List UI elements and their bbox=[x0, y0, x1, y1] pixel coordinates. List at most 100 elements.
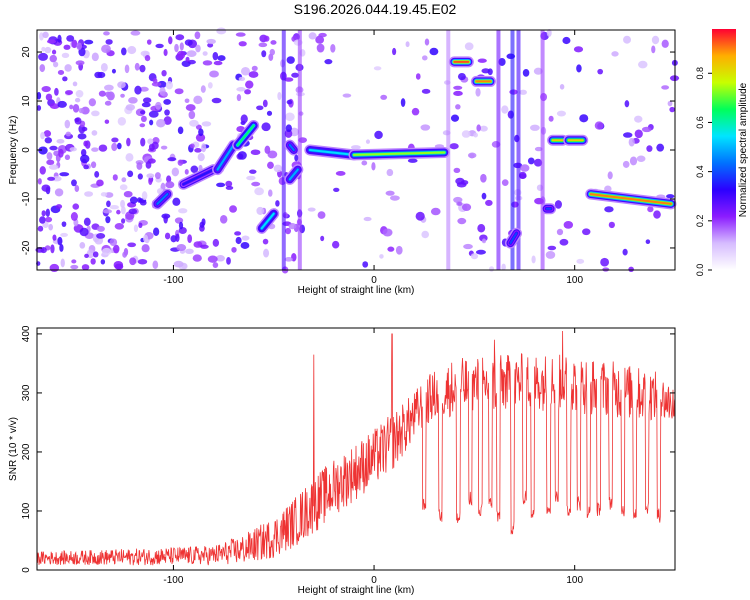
noise-blob bbox=[661, 85, 670, 90]
noise-blob bbox=[213, 60, 223, 66]
noise-blob bbox=[562, 36, 571, 45]
noise-blob bbox=[65, 90, 73, 95]
noise-blob bbox=[164, 232, 171, 240]
noise-blob bbox=[37, 178, 42, 185]
noise-blob bbox=[405, 41, 410, 48]
noise-blob bbox=[72, 104, 80, 113]
noise-blob bbox=[193, 95, 203, 105]
noise-blob bbox=[202, 60, 213, 66]
noise-blob bbox=[415, 73, 421, 80]
x-tick-label: 100 bbox=[566, 275, 583, 286]
noise-blob bbox=[456, 181, 467, 188]
noise-blob bbox=[121, 177, 127, 183]
noise-blob bbox=[624, 100, 630, 108]
noise-blob bbox=[207, 82, 213, 89]
noise-blob bbox=[120, 93, 125, 98]
colorbar-tick-label: 0.4 bbox=[695, 165, 705, 178]
noise-blob bbox=[140, 110, 146, 115]
noise-blob bbox=[141, 102, 151, 108]
noise-blob bbox=[44, 46, 52, 54]
noise-blob bbox=[209, 70, 219, 78]
noise-blob bbox=[186, 50, 197, 58]
noise-blob bbox=[54, 188, 64, 197]
noise-blob bbox=[284, 257, 293, 262]
noise-blob bbox=[170, 235, 177, 243]
noise-streak bbox=[510, 30, 515, 270]
noise-blob bbox=[199, 221, 205, 228]
noise-blob bbox=[194, 148, 202, 153]
noise-blob bbox=[365, 139, 371, 144]
noise-blob bbox=[288, 223, 297, 230]
noise-blob bbox=[178, 208, 188, 214]
noise-blob bbox=[57, 70, 65, 75]
noise-blob bbox=[74, 117, 82, 125]
noise-blob bbox=[126, 137, 131, 147]
x-tick-label: 0 bbox=[371, 275, 377, 286]
noise-blob bbox=[41, 46, 46, 52]
noise-blob bbox=[611, 51, 619, 57]
noise-blob bbox=[545, 250, 556, 259]
noise-blob bbox=[238, 76, 246, 82]
noise-blob bbox=[646, 145, 653, 152]
noise-blob bbox=[79, 241, 86, 249]
noise-blob bbox=[75, 90, 84, 98]
spectral-track bbox=[284, 164, 304, 185]
spectral-track bbox=[304, 144, 360, 161]
noise-blob bbox=[144, 54, 151, 62]
noise-blob bbox=[52, 61, 59, 68]
noise-blob bbox=[57, 236, 63, 246]
noise-blob bbox=[187, 59, 196, 65]
noise-blob bbox=[604, 206, 614, 213]
noise-blob bbox=[176, 50, 186, 60]
noise-blob bbox=[628, 266, 634, 272]
noise-blob bbox=[237, 151, 247, 160]
noise-blob bbox=[70, 212, 78, 221]
noise-blob bbox=[111, 68, 116, 74]
noise-blob bbox=[174, 43, 179, 53]
noise-blob bbox=[91, 52, 99, 62]
noise-blob bbox=[46, 159, 55, 166]
noise-blob bbox=[235, 236, 242, 245]
spectrogram-tracks bbox=[151, 56, 677, 249]
noise-streak bbox=[281, 30, 286, 270]
noise-blob bbox=[148, 176, 153, 186]
colorbar-gradient bbox=[712, 29, 736, 270]
noise-blob bbox=[125, 153, 134, 162]
noise-blob bbox=[147, 138, 154, 145]
noise-blob bbox=[407, 158, 418, 163]
noise-blob bbox=[59, 244, 64, 252]
noise-blob bbox=[453, 167, 461, 173]
noise-blob bbox=[56, 138, 65, 144]
noise-blob bbox=[518, 171, 527, 180]
noise-blob bbox=[83, 140, 88, 147]
noise-blob bbox=[594, 121, 604, 130]
noise-blob bbox=[175, 233, 180, 242]
noise-blob bbox=[137, 258, 148, 265]
noise-blob bbox=[178, 221, 184, 230]
noise-blob bbox=[49, 54, 58, 63]
noise-blob bbox=[361, 160, 368, 166]
noise-blob bbox=[656, 143, 665, 152]
noise-blob bbox=[286, 99, 293, 105]
noise-blob bbox=[143, 234, 149, 243]
noise-blob bbox=[79, 227, 89, 237]
colorbar-tick-label: 0.0 bbox=[695, 264, 705, 277]
noise-blob bbox=[136, 162, 143, 170]
y-tick-label: 200 bbox=[21, 443, 32, 460]
noise-blob bbox=[185, 248, 194, 255]
noise-blob bbox=[45, 93, 53, 101]
snr-y-axis-label: SNR (10 * v/v) bbox=[8, 417, 19, 481]
noise-blob bbox=[470, 253, 479, 260]
noise-blob bbox=[39, 216, 46, 224]
noise-blob bbox=[188, 110, 196, 120]
noise-blob bbox=[529, 124, 540, 131]
noise-streak bbox=[496, 30, 501, 270]
noise-blob bbox=[453, 196, 463, 204]
noise-blob bbox=[38, 52, 48, 61]
noise-blob bbox=[114, 222, 124, 230]
noise-blob bbox=[286, 56, 295, 64]
noise-blob bbox=[128, 208, 138, 215]
colorbar-tick-label: 0.8 bbox=[695, 67, 705, 80]
noise-blob bbox=[629, 156, 638, 166]
noise-blob bbox=[457, 73, 466, 81]
